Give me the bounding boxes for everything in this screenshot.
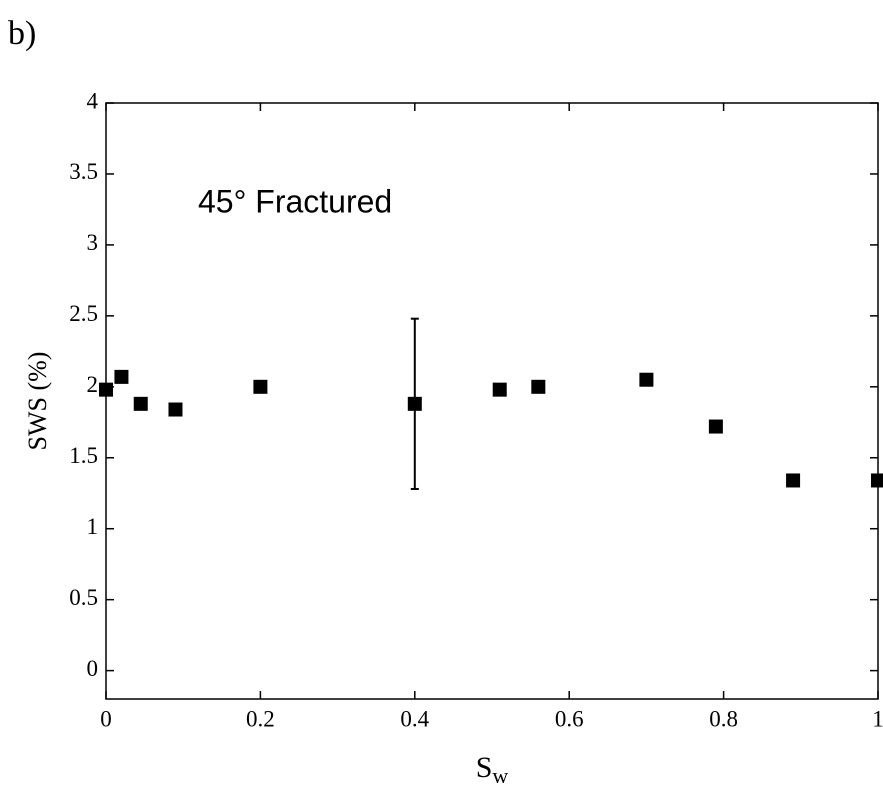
marker xyxy=(786,473,801,488)
marker xyxy=(492,382,507,397)
marker xyxy=(99,382,113,397)
panel-label: b) xyxy=(8,15,36,52)
y-tick-label: 1.5 xyxy=(69,443,98,468)
x-tick-label: 0 xyxy=(100,706,112,731)
marker xyxy=(407,396,422,411)
x-tick-label: 0.8 xyxy=(709,706,738,731)
y-tick-label: 0 xyxy=(87,656,99,681)
marker xyxy=(639,372,654,387)
y-tick-label: 0.5 xyxy=(69,585,98,610)
y-tick-label: 4 xyxy=(87,88,99,113)
x-axis-label: Sw xyxy=(476,751,509,787)
marker xyxy=(133,396,148,411)
marker xyxy=(871,473,883,488)
y-tick-label: 2 xyxy=(87,372,99,397)
plot-frame xyxy=(105,102,879,700)
annotation: 45° Fractured xyxy=(198,183,392,219)
marker xyxy=(168,402,183,417)
y-axis-label: SWS (%) xyxy=(23,352,52,451)
x-label-main: S xyxy=(476,751,493,784)
x-tick-label: 1 xyxy=(872,706,883,731)
x-tick-label: 0.6 xyxy=(555,706,584,731)
marker xyxy=(253,379,268,394)
y-tick-label: 2.5 xyxy=(69,301,98,326)
x-tick-label: 0.4 xyxy=(400,706,429,731)
marker xyxy=(114,369,129,384)
x-tick-label: 0.2 xyxy=(246,706,275,731)
marker xyxy=(531,379,546,394)
y-tick-label: 3.5 xyxy=(69,159,98,184)
y-tick-label: 3 xyxy=(87,230,99,255)
y-tick-label: 1 xyxy=(87,514,99,539)
marker xyxy=(708,419,723,434)
x-label-subscript: w xyxy=(492,763,508,787)
